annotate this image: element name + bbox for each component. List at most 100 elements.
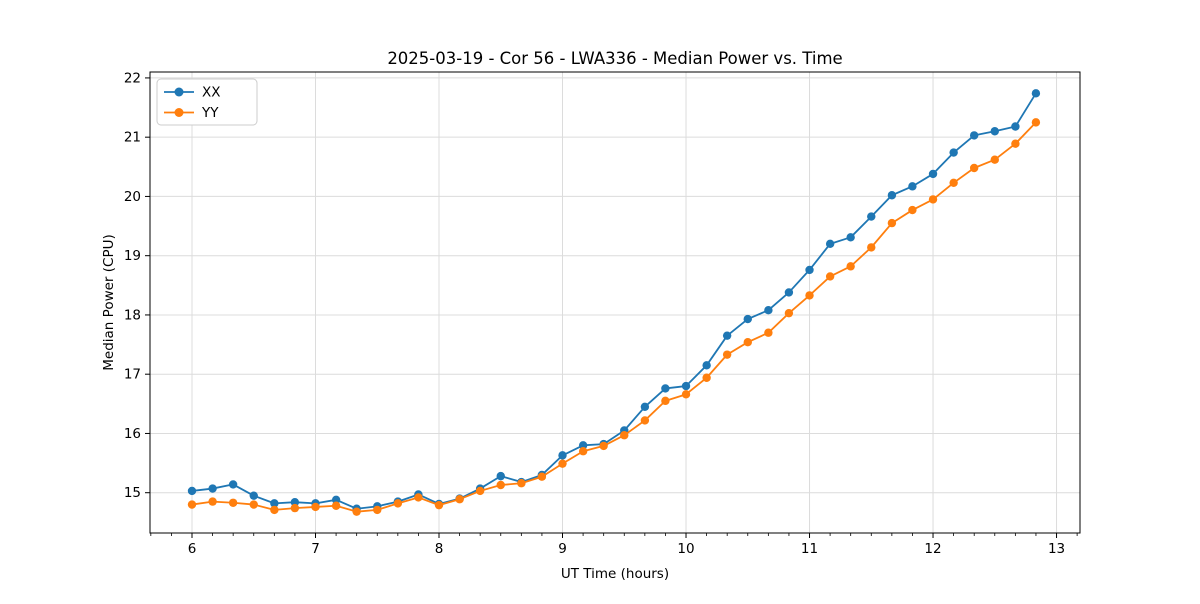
data-point-xx [681, 381, 691, 391]
legend-marker-yy [174, 108, 184, 117]
data-point-xx [1011, 122, 1020, 131]
data-point-xx [1031, 89, 1041, 98]
data-point-yy [352, 507, 361, 516]
data-point-xx [208, 484, 217, 493]
data-point-xx [928, 169, 938, 179]
data-point-xx [331, 495, 341, 505]
data-point-yy [867, 243, 876, 252]
data-point-yy [228, 498, 238, 507]
data-point-xx [825, 239, 835, 249]
data-point-yy [331, 501, 341, 510]
data-point-yy [208, 497, 217, 506]
data-point-yy [990, 155, 999, 164]
data-point-xx [702, 361, 711, 370]
x-axis-label: UT Time (hours) [561, 566, 669, 582]
data-point-yy [599, 441, 608, 451]
y-tick-label: 18 [124, 307, 141, 323]
data-point-xx [270, 499, 279, 508]
data-point-yy [414, 493, 423, 502]
data-point-yy [743, 338, 752, 347]
data-point-yy [949, 178, 958, 188]
data-point-yy [434, 500, 444, 510]
data-point-yy [702, 373, 711, 382]
data-point-xx [784, 288, 794, 297]
y-tick-label: 15 [124, 485, 141, 501]
data-point-yy [887, 218, 897, 228]
axis-ticks [145, 77, 1078, 538]
data-point-yy [249, 500, 258, 509]
data-point-xx [249, 491, 258, 500]
data-point-yy [455, 495, 464, 504]
data-series [187, 89, 1041, 516]
data-point-yy [290, 503, 300, 513]
gridlines [150, 72, 1080, 533]
legend-entry-xx: XX [164, 85, 221, 101]
data-point-yy [784, 308, 794, 318]
data-point-yy [187, 500, 197, 509]
x-tick-label: 8 [435, 541, 444, 557]
y-tick-label: 19 [124, 248, 141, 264]
data-point-xx [743, 314, 752, 324]
x-tick-label: 11 [801, 541, 818, 557]
data-point-xx [764, 306, 773, 315]
data-point-xx [290, 497, 300, 507]
data-point-yy [517, 479, 526, 488]
plot-border [149, 71, 1081, 534]
data-point-yy [475, 486, 485, 496]
plot-area [150, 72, 1080, 533]
x-tick-label: 13 [1048, 541, 1065, 557]
data-point-xx [805, 265, 814, 275]
data-point-yy [496, 480, 505, 490]
data-point-xx [949, 148, 958, 157]
data-point-yy [1011, 139, 1020, 148]
y-tick-label: 20 [124, 189, 141, 205]
chart-title: 2025-03-19 - Cor 56 - LWA336 - Median Po… [387, 49, 842, 68]
data-point-yy [1031, 118, 1041, 127]
legend-marker-xx [174, 87, 184, 97]
data-point-xx [969, 131, 979, 140]
data-point-yy [908, 205, 917, 215]
y-tick-label: 21 [124, 130, 141, 146]
data-point-yy [661, 396, 670, 406]
data-point-xx [661, 384, 670, 393]
legend-label-yy: YY [201, 105, 219, 121]
data-point-yy [537, 472, 547, 481]
data-point-xx [578, 441, 588, 450]
data-point-yy [764, 328, 773, 337]
data-point-yy [722, 350, 732, 359]
data-point-yy [311, 502, 320, 512]
x-tick-label: 12 [924, 541, 941, 557]
data-point-xx [887, 191, 897, 200]
x-tick-label: 9 [558, 541, 567, 557]
data-point-xx [187, 486, 197, 496]
data-point-yy [640, 416, 650, 425]
data-point-yy [558, 459, 567, 468]
y-tick-label: 16 [124, 426, 141, 442]
legend: XX YY [156, 78, 258, 126]
data-point-xx [908, 182, 917, 191]
data-point-yy [681, 390, 691, 399]
data-point-yy [270, 505, 279, 515]
data-point-yy [373, 505, 382, 515]
data-point-xx [640, 402, 650, 411]
data-point-yy [393, 499, 403, 508]
data-point-yy [846, 262, 855, 271]
legend-entry-yy: YY [164, 105, 219, 121]
data-point-yy [928, 195, 938, 204]
data-point-xx [558, 451, 567, 460]
data-point-yy [825, 272, 835, 281]
x-tick-label: 7 [311, 541, 320, 557]
data-point-yy [578, 447, 588, 456]
data-point-xx [496, 471, 505, 481]
data-point-yy [620, 431, 629, 440]
data-point-xx [722, 331, 732, 340]
data-point-xx [846, 233, 855, 242]
y-tick-label: 17 [124, 367, 141, 383]
legend-label-xx: XX [202, 85, 221, 101]
y-axis-label: Median Power (CPU) [101, 234, 117, 370]
data-point-xx [990, 127, 999, 136]
data-point-xx [867, 212, 876, 221]
data-point-yy [805, 291, 814, 300]
